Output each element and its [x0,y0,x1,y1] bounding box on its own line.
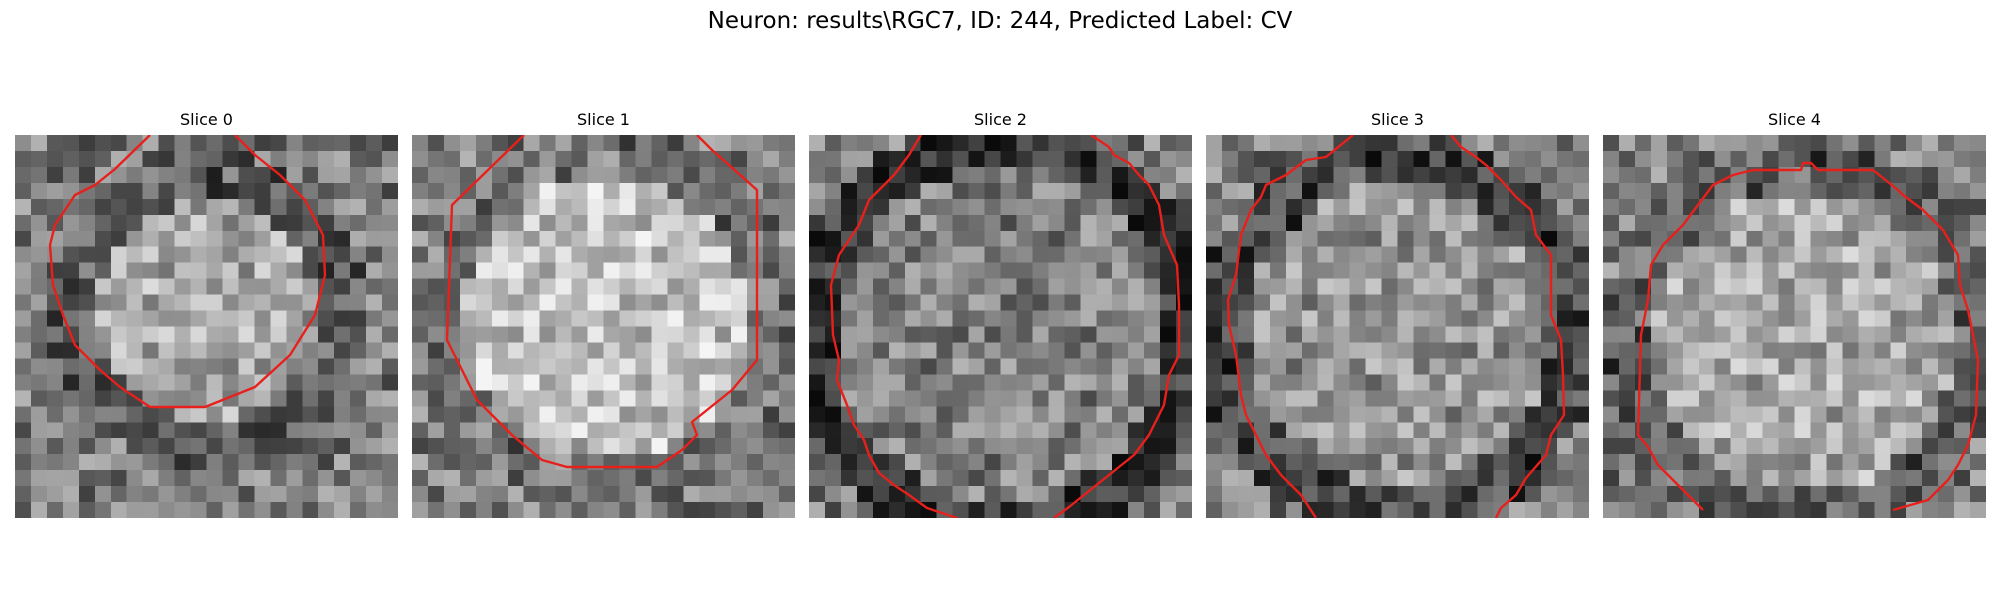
slice-panel-2: Slice 2 [809,110,1192,518]
slice-image [412,135,795,518]
cell-contour [445,135,759,469]
slice-title: Slice 2 [974,110,1027,129]
slice-image [1206,135,1589,518]
slice-title: Slice 1 [577,110,630,129]
grayscale-image [1603,135,1986,518]
slice-title: Slice 0 [180,110,233,129]
slice-panel-1: Slice 1 [412,110,795,518]
cell-contour [1226,135,1566,518]
slice-image [15,135,398,518]
grayscale-image [1206,135,1589,518]
slice-title: Slice 3 [1371,110,1424,129]
grayscale-image [809,135,1192,518]
cell-contour [48,135,327,409]
slice-panel-4: Slice 4 [1603,110,1986,518]
figure-title: Neuron: results\RGC7, ID: 244, Predicted… [707,8,1293,34]
slice-image [809,135,1192,518]
grayscale-image [412,135,795,518]
cell-contour [829,135,1181,518]
cell-contour [1636,161,1980,512]
slice-image [1603,135,1986,518]
slice-panel-0: Slice 0 [15,110,398,518]
slice-panel-3: Slice 3 [1206,110,1589,518]
grayscale-image [15,135,398,518]
slice-title: Slice 4 [1768,110,1821,129]
